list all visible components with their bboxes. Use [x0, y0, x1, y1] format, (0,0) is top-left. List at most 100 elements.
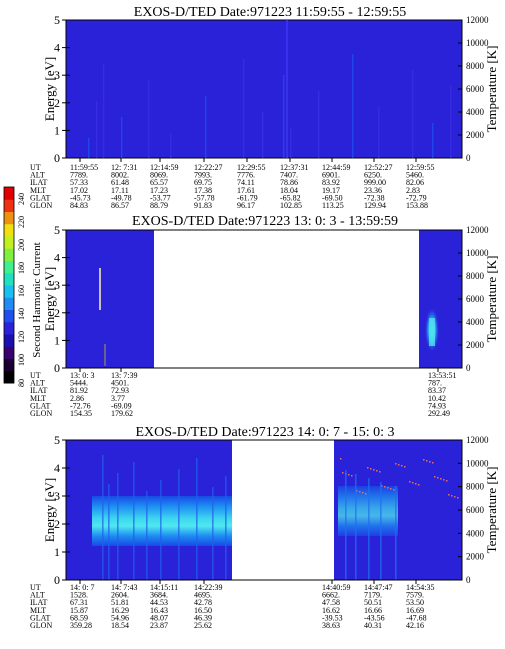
panel-3-band-left [92, 496, 232, 546]
orbit-cell: 14:22:39 [194, 583, 222, 592]
orbit-cell: 7179. [364, 591, 382, 600]
orbit-cell: 17.38 [194, 186, 212, 195]
right-tick-label: 2000 [466, 552, 485, 562]
panel-3-streaks [102, 455, 459, 580]
panel-2-ylabel-right: Temperature [K] [484, 256, 499, 343]
panel-2-streak [99, 268, 101, 310]
right-tick-label: 8000 [466, 61, 485, 71]
spectrogram-speckle [373, 469, 375, 471]
spectrogram-streak [88, 138, 90, 158]
panel-1-right-axis: 0 2000 4000 6000 8000 10000 12000 [458, 15, 489, 163]
orbit-cell: 23.36 [364, 186, 382, 195]
spectrogram-speckle [362, 492, 364, 494]
spectrogram-speckle [426, 460, 428, 462]
spectrogram-streak [160, 480, 162, 580]
right-tick-label: 10000 [466, 458, 489, 468]
colorbar-ticks: 240 220 200 180 160 140 120 100 80 [17, 193, 26, 387]
orbit-cell: 787. [428, 379, 442, 388]
y-tick-label: 2 [54, 517, 60, 531]
orbit-row-label: UT [30, 371, 41, 380]
orbit-cell: 67.31 [70, 598, 88, 607]
panel-2-features [99, 268, 439, 366]
panel-1: EXOS-D/TED Date:971223 11:59:55 - 12:59:… [30, 5, 499, 210]
orbit-cell: -53.77 [150, 193, 171, 202]
colorbar-tick-label: 240 [17, 193, 26, 205]
orbit-cell: 10.42 [428, 394, 446, 403]
orbit-cell: 14:40:59 [322, 583, 350, 592]
spectrogram-streak [318, 91, 320, 158]
orbit-cell: 83.92 [322, 178, 340, 187]
spectrogram-speckle [415, 483, 417, 485]
orbit-cell: 74.11 [237, 178, 255, 187]
orbit-row-label: ILAT [30, 386, 47, 395]
panel-3-title: EXOS-D/TED Date:971223 14: 0: 7 - 15: 0:… [136, 425, 395, 440]
colorbar-label: Second Harmonic Current [31, 242, 43, 357]
orbit-cell: -45.73 [70, 193, 91, 202]
right-tick-label: 2000 [466, 130, 485, 140]
colorbar-cell [4, 321, 14, 335]
spectrogram-speckle [387, 487, 389, 489]
spectrogram-streak [432, 123, 434, 158]
panel-3-gap [232, 440, 334, 580]
spectrogram-speckle [404, 466, 406, 468]
panel-2-data-right [419, 230, 462, 368]
spectrogram-streak [380, 482, 382, 580]
orbit-cell: 359.28 [70, 621, 92, 630]
y-tick-label: 5 [54, 433, 60, 447]
colorbar-tick-label: 140 [17, 308, 26, 320]
orbit-row-label: ALT [30, 171, 45, 180]
y-tick-label: 0 [54, 573, 60, 587]
spectrogram-streak [225, 476, 227, 580]
panel-3-ylabel: Energy [eV] [42, 478, 57, 542]
orbit-cell: -72.79 [406, 193, 427, 202]
spectrogram-streak-bright [286, 20, 288, 158]
orbit-cell: 57.33 [70, 178, 88, 187]
orbit-cell: 7407. [280, 171, 298, 180]
y-tick-label: 0 [54, 361, 60, 375]
right-tick-label: 6000 [466, 84, 485, 94]
spectrogram-streak [450, 86, 452, 158]
orbit-cell: 11:59:55 [70, 163, 98, 172]
orbit-cell: 999.00 [364, 178, 386, 187]
colorbar-cell [4, 260, 14, 274]
orbit-row-label: GLON [30, 201, 52, 210]
spectrogram-speckle [351, 475, 353, 477]
spectrogram-speckle [359, 491, 361, 493]
y-tick-label: 3 [54, 489, 60, 503]
orbit-cell: 7776. [237, 171, 255, 180]
orbit-cell: 12:59:55 [406, 163, 434, 172]
colorbar-tick-label: 100 [17, 354, 26, 366]
panel-1-ylabel: Energy [eV] [42, 57, 57, 121]
orbit-cell: 51.81 [111, 598, 129, 607]
spectrogram-streak [283, 75, 285, 158]
spectrogram-speckle [376, 470, 378, 472]
colorbar-tick-label: 80 [17, 379, 26, 387]
right-tick-label: 0 [466, 575, 471, 585]
colorbar-cell [4, 199, 14, 212]
orbit-cell: 44.53 [150, 598, 168, 607]
y-tick-label: 1 [54, 333, 60, 347]
orbit-cell: 6901. [322, 171, 340, 180]
orbit-cell: -65.82 [280, 193, 301, 202]
orbit-cell: 3.77 [111, 394, 125, 403]
panel-2-data-left [66, 230, 154, 368]
orbit-cell: 54.96 [111, 613, 129, 622]
colorbar-tick-label: 160 [17, 285, 26, 297]
orbit-cell: 16.66 [364, 606, 382, 615]
spectrogram-streak [196, 458, 198, 580]
orbit-cell: 14: 7:43 [111, 583, 137, 592]
colorbar-cell [4, 248, 14, 261]
orbit-cell: 42.78 [194, 598, 212, 607]
spectrogram-streak [355, 474, 357, 580]
panel-2: EXOS-D/TED Date:971223 13: 0: 3 - 13:59:… [30, 214, 499, 418]
spectrogram-speckle [356, 490, 358, 492]
orbit-cell: 38.63 [322, 621, 340, 630]
orbit-cell: 14: 0: 7 [70, 583, 94, 592]
orbit-cell: 113.25 [322, 201, 344, 210]
spectrogram-streak [352, 54, 354, 158]
panel-2-gap [154, 230, 419, 368]
orbit-cell: 6250. [364, 171, 382, 180]
spectrogram-streak [146, 491, 148, 580]
spectrogram-speckle [429, 461, 431, 463]
